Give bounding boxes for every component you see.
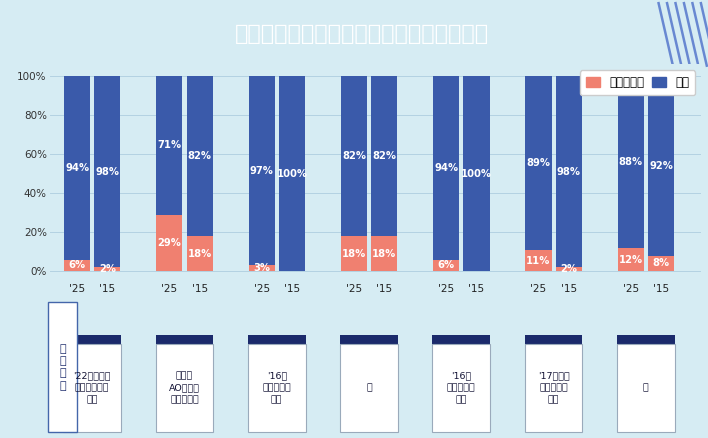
Bar [556, 76, 582, 267]
Bar [463, 76, 489, 271]
FancyBboxPatch shape [63, 335, 121, 376]
Text: 東北大: 東北大 [174, 349, 195, 362]
Text: 82%: 82% [372, 151, 396, 161]
Bar [156, 215, 183, 271]
Text: '15: '15 [653, 284, 669, 294]
Bar [64, 76, 90, 260]
Text: 18%: 18% [342, 249, 366, 259]
Bar [617, 76, 644, 248]
Text: 18%: 18% [372, 249, 396, 259]
Text: 98%: 98% [556, 167, 581, 177]
Bar [94, 267, 120, 271]
Text: 11%: 11% [526, 255, 551, 265]
Text: 京都大: 京都大 [451, 349, 472, 362]
Text: 97%: 97% [250, 166, 273, 176]
Bar [371, 236, 397, 271]
Text: '22にフロン
ティア入試を
導入: '22にフロン ティア入試を 導入 [74, 372, 111, 404]
Text: '25: '25 [346, 284, 362, 294]
Bar [187, 236, 212, 271]
Bar [556, 267, 582, 271]
Bar [525, 76, 552, 250]
Text: '15: '15 [192, 284, 207, 294]
Text: ト
ピ
ッ
ク: ト ピ ッ ク [59, 343, 66, 391]
Text: 旧帝大の推薦入試と一般選抜の入学者比率: 旧帝大の推薦入試と一般選抜の入学者比率 [235, 25, 489, 44]
Text: 100%: 100% [461, 169, 492, 179]
Bar [648, 76, 674, 256]
Bar [187, 76, 212, 236]
FancyBboxPatch shape [340, 335, 398, 376]
Text: 2%: 2% [560, 265, 577, 274]
FancyBboxPatch shape [156, 344, 213, 432]
FancyBboxPatch shape [525, 335, 583, 376]
Text: '15: '15 [376, 284, 392, 294]
Bar [94, 76, 120, 267]
Text: 88%: 88% [619, 157, 643, 167]
FancyBboxPatch shape [617, 335, 675, 376]
Text: '25: '25 [438, 284, 455, 294]
Text: 100%: 100% [276, 169, 307, 179]
Bar [249, 76, 275, 265]
Text: 82%: 82% [342, 151, 366, 161]
Bar [433, 76, 459, 260]
FancyBboxPatch shape [340, 344, 398, 432]
Text: '25: '25 [161, 284, 178, 294]
Bar [64, 260, 90, 271]
Text: 東京大: 東京大 [266, 349, 287, 362]
Bar [525, 250, 552, 271]
Text: 82%: 82% [188, 151, 212, 161]
Text: 大阪大: 大阪大 [543, 349, 564, 362]
Text: '15: '15 [469, 284, 484, 294]
Text: 12%: 12% [619, 254, 643, 265]
FancyBboxPatch shape [617, 344, 675, 432]
Text: 94%: 94% [434, 163, 458, 173]
Text: 九州大: 九州大 [635, 349, 656, 362]
FancyBboxPatch shape [156, 335, 213, 376]
Bar [279, 76, 305, 271]
Bar [249, 265, 275, 271]
Bar [617, 248, 644, 271]
Bar [156, 76, 183, 215]
Text: '25: '25 [253, 284, 270, 294]
Text: 名古屋大: 名古屋大 [355, 349, 383, 362]
Bar [648, 256, 674, 271]
Text: '15: '15 [99, 284, 115, 294]
FancyBboxPatch shape [248, 344, 306, 432]
Text: 6%: 6% [69, 261, 86, 270]
Text: 8%: 8% [653, 258, 670, 268]
FancyBboxPatch shape [433, 344, 490, 432]
Text: '16に
特色入試を
導入: '16に 特色入試を 導入 [447, 372, 476, 404]
Text: 89%: 89% [527, 158, 550, 168]
Bar [341, 76, 367, 236]
Text: 29%: 29% [157, 238, 181, 248]
Text: 98%: 98% [96, 167, 120, 177]
Text: '15: '15 [284, 284, 300, 294]
Text: －: － [366, 384, 372, 392]
Text: 2%: 2% [99, 265, 116, 274]
Text: 71%: 71% [157, 141, 181, 150]
Text: '17に世界
適塾入試を
導入: '17に世界 適塾入試を 導入 [537, 372, 569, 404]
Text: 北海道大: 北海道大 [79, 349, 106, 362]
FancyBboxPatch shape [525, 344, 583, 432]
Text: '25: '25 [622, 284, 639, 294]
Text: 18%: 18% [188, 249, 212, 259]
Text: '25: '25 [69, 284, 85, 294]
Text: '16に
推薦入試を
導入: '16に 推薦入試を 導入 [263, 372, 291, 404]
Text: '15: '15 [561, 284, 577, 294]
FancyBboxPatch shape [48, 302, 77, 432]
Text: －: － [643, 384, 649, 392]
Text: 92%: 92% [649, 161, 673, 171]
Legend: 推薦・総合, 一般: 推薦・総合, 一般 [580, 71, 695, 95]
Text: '25: '25 [530, 284, 547, 294]
Bar [341, 236, 367, 271]
Bar [371, 76, 397, 236]
Text: 94%: 94% [65, 163, 89, 173]
Text: 学力型
AO入試を
徐々に拡大: 学力型 AO入試を 徐々に拡大 [169, 372, 200, 404]
FancyBboxPatch shape [63, 344, 121, 432]
FancyBboxPatch shape [248, 335, 306, 376]
Text: 3%: 3% [253, 263, 270, 273]
FancyBboxPatch shape [433, 335, 490, 376]
Text: 6%: 6% [438, 261, 455, 270]
Bar [433, 260, 459, 271]
